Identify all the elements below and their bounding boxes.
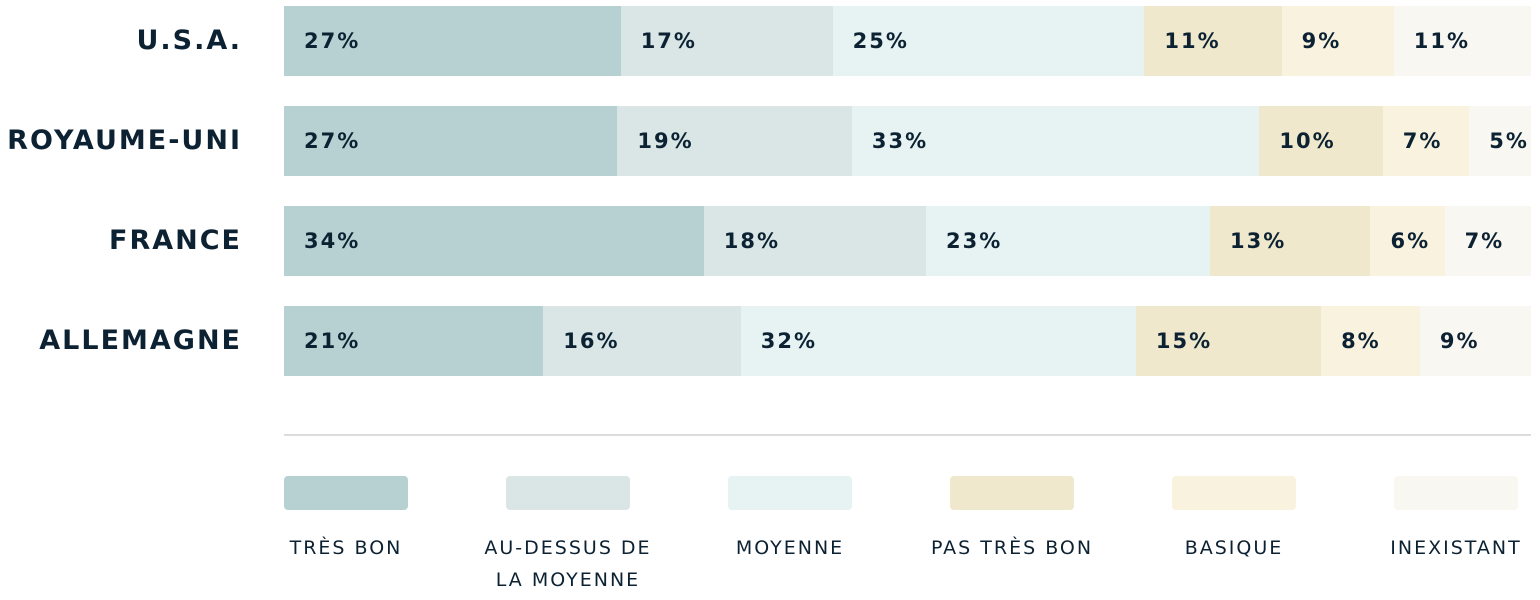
data-label: 27% [304,129,361,153]
legend-item: TRÈS BON [235,476,457,564]
bar-segment: 5% [1469,106,1531,176]
divider [284,434,1531,436]
data-label: 8% [1341,329,1381,353]
bar-segment: 11% [1393,6,1531,76]
bar-segment: 10% [1259,106,1383,176]
bar-segment: 19% [617,106,852,176]
data-label: 32% [760,329,818,353]
data-label: 18% [723,229,781,253]
category-label: ALLEMAGNE [39,325,242,356]
data-label: 16% [563,329,620,353]
bar-segment: 23% [926,206,1210,276]
bar-segment: 27% [284,6,621,76]
legend-swatch [1394,476,1518,510]
bar-segment: 15% [1135,306,1322,376]
bar-segment: 13% [1209,206,1371,276]
bar-segment: 25% [832,6,1145,76]
bar-row: 27% 17% 25% 11% 9% 11% [284,6,1531,76]
data-label: 5% [1489,129,1529,153]
legend-label: AU-DESSUS DE LA MOYENNE [484,537,652,591]
data-label: 7% [1402,129,1443,153]
bar-row: 21% 16% 32% 15% 8% 9% [284,306,1531,376]
data-label: 9% [1439,329,1480,353]
category-label: FRANCE [109,225,242,256]
data-label: 23% [946,229,1003,253]
legend-item: BASIQUE [1123,476,1345,564]
legend-item: INEXISTANT [1345,476,1540,564]
data-label: 15% [1155,329,1213,353]
bar-segment: 21% [284,306,544,376]
legend-swatch [950,476,1074,510]
data-label: 13% [1229,229,1287,253]
bar-segment: 18% [703,206,927,276]
legend-label: BASIQUE [1184,537,1284,559]
data-label: 11% [1413,29,1471,53]
data-label: 33% [871,129,929,153]
legend-label: MOYENNE [735,537,845,559]
bar-segment: 11% [1144,6,1282,76]
bar-segment: 9% [1281,6,1394,76]
bar-segment: 9% [1419,306,1531,376]
legend-item: PAS TRÈS BON [901,476,1123,564]
legend-label: PAS TRÈS BON [930,537,1094,559]
data-label: 25% [852,29,909,53]
data-label: 6% [1390,229,1431,253]
bar-segment: 27% [284,106,618,176]
legend-item: AU-DESSUS DE LA MOYENNE [457,476,679,596]
data-label: 9% [1301,29,1342,53]
data-label: 34% [304,229,361,253]
bar-segment: 7% [1382,106,1470,176]
bar-row: 27% 19% 33% 10% 7% 5% [284,106,1531,176]
bar-segment: 6% [1370,206,1445,276]
bar-segment: 33% [851,106,1260,176]
data-label: 10% [1279,129,1336,153]
bar-segment: 7% [1444,206,1531,276]
data-label: 17% [640,29,697,53]
legend-label: INEXISTANT [1390,537,1522,559]
bar-segment: 16% [543,306,741,376]
bar-row: 34% 18% 23% 13% 6% 7% [284,206,1531,276]
bar-segment: 8% [1321,306,1420,376]
legend-swatch [1172,476,1296,510]
legend-item: MOYENNE [679,476,901,564]
data-label: 11% [1164,29,1221,53]
data-label: 7% [1464,229,1505,253]
data-label: 21% [304,329,361,353]
legend-swatch [284,476,408,510]
bar-segment: 34% [284,206,704,276]
bar-segment: 32% [740,306,1136,376]
category-label: U.S.A. [136,25,242,56]
legend-label: TRÈS BON [289,537,403,559]
bar-segment: 17% [620,6,833,76]
legend-swatch [506,476,630,510]
data-label: 19% [637,129,694,153]
legend-swatch [728,476,852,510]
category-label: ROYAUME-UNI [7,125,242,156]
data-label: 27% [304,29,361,53]
